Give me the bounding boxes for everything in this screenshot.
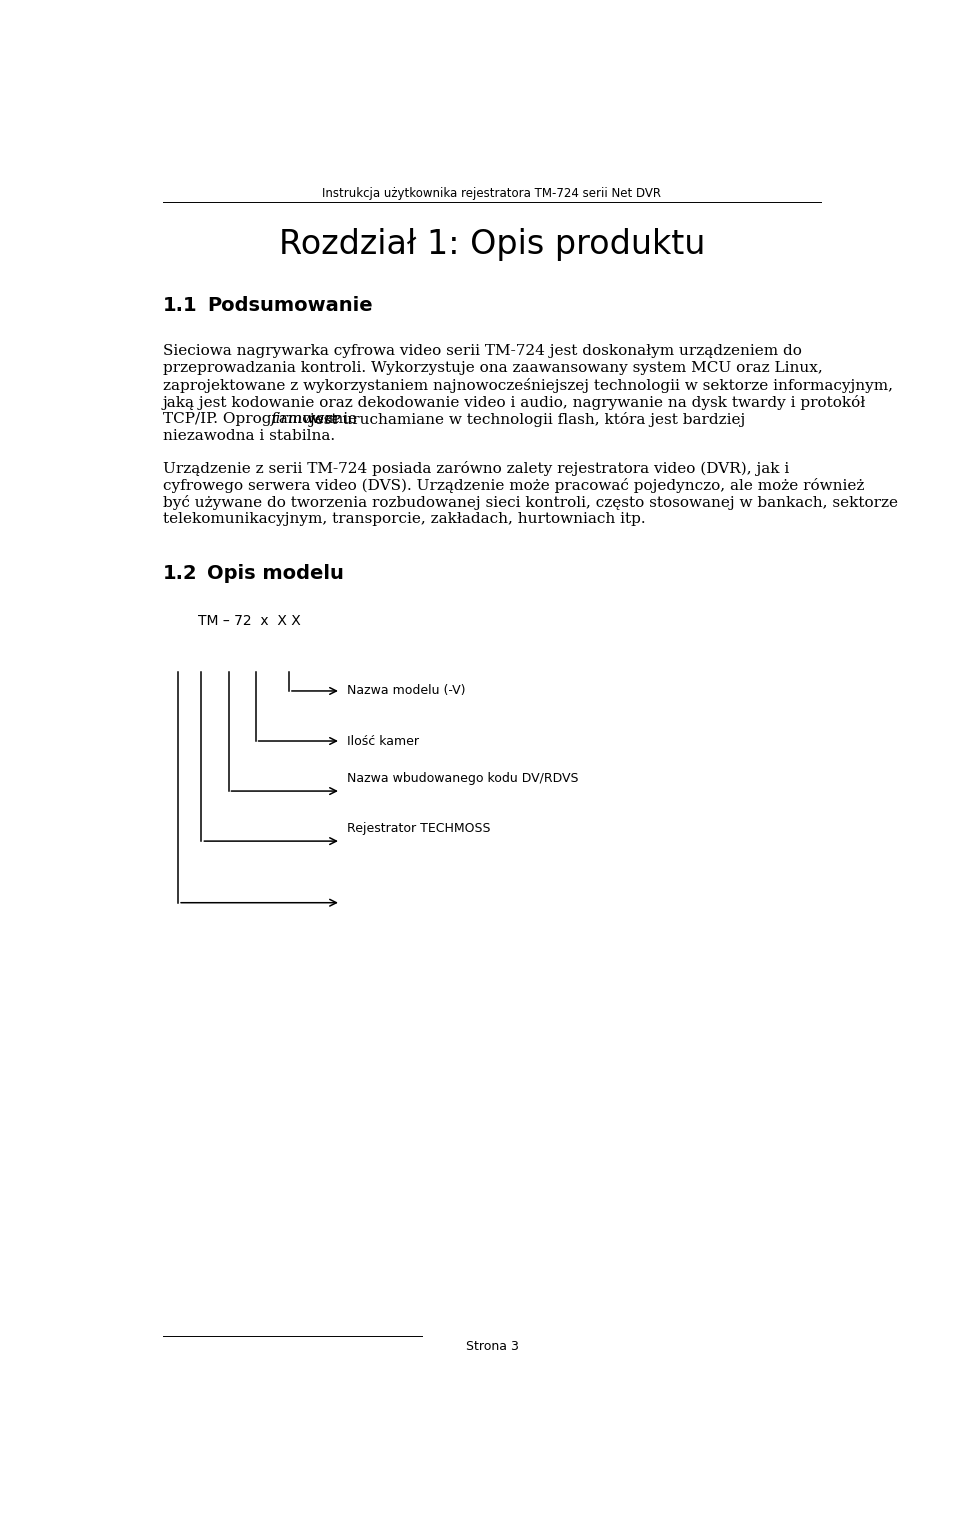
Text: TM – 72  x  X X: TM – 72 x X X (198, 614, 300, 627)
Text: firmware: firmware (271, 413, 341, 426)
Text: 1.2: 1.2 (162, 564, 197, 583)
Text: Rozdział 1: Opis produktu: Rozdział 1: Opis produktu (278, 228, 706, 260)
Text: Ilość kamer: Ilość kamer (348, 734, 420, 748)
Text: Sieciowa nagrywarka cyfrowa video serii TM-724 jest doskonałym urządzeniem do: Sieciowa nagrywarka cyfrowa video serii … (162, 344, 802, 358)
Text: telekomunikacyjnym, transporcie, zakładach, hurtowniach itp.: telekomunikacyjnym, transporcie, zakłada… (162, 512, 645, 527)
Text: Nazwa wbudowanego kodu DV/RDVS: Nazwa wbudowanego kodu DV/RDVS (348, 772, 579, 786)
Text: TCP/IP. Oprogramowanie: TCP/IP. Oprogramowanie (162, 413, 362, 426)
Text: Urządzenie z serii TM-724 posiada zarówno zalety rejestratora video (DVR), jak i: Urządzenie z serii TM-724 posiada zarówn… (162, 461, 789, 477)
Text: zaprojektowane z wykorzystaniem najnowocześniejszej technologii w sektorze infor: zaprojektowane z wykorzystaniem najnowoc… (162, 378, 893, 393)
Text: cyfrowego serwera video (DVS). Urządzenie może pracować pojedynczo, ale może rów: cyfrowego serwera video (DVS). Urządzeni… (162, 478, 864, 493)
Text: jest uruchamiane w technologii flash, która jest bardziej: jest uruchamiane w technologii flash, kt… (304, 413, 745, 428)
Text: Opis modelu: Opis modelu (206, 564, 344, 583)
Text: Nazwa modelu (-V): Nazwa modelu (-V) (348, 684, 466, 698)
Text: niezawodna i stabilna.: niezawodna i stabilna. (162, 429, 335, 443)
Text: Rejestrator TECHMOSS: Rejestrator TECHMOSS (348, 822, 491, 835)
Text: jaką jest kodowanie oraz dekodowanie video i audio, nagrywanie na dysk twardy i : jaką jest kodowanie oraz dekodowanie vid… (162, 396, 866, 410)
Text: Strona 3: Strona 3 (466, 1340, 518, 1354)
Text: przeprowadzania kontroli. Wykorzystuje ona zaawansowany system MCU oraz Linux,: przeprowadzania kontroli. Wykorzystuje o… (162, 361, 823, 375)
Text: być używane do tworzenia rozbudowanej sieci kontroli, często stosowanej w bankac: być używane do tworzenia rozbudowanej si… (162, 495, 898, 510)
Text: 1.1: 1.1 (162, 295, 197, 315)
Text: Instrukcja użytkownika rejestratora TM-724 serii Net DVR: Instrukcja użytkownika rejestratora TM-7… (323, 187, 661, 200)
Text: Podsumowanie: Podsumowanie (206, 295, 372, 315)
